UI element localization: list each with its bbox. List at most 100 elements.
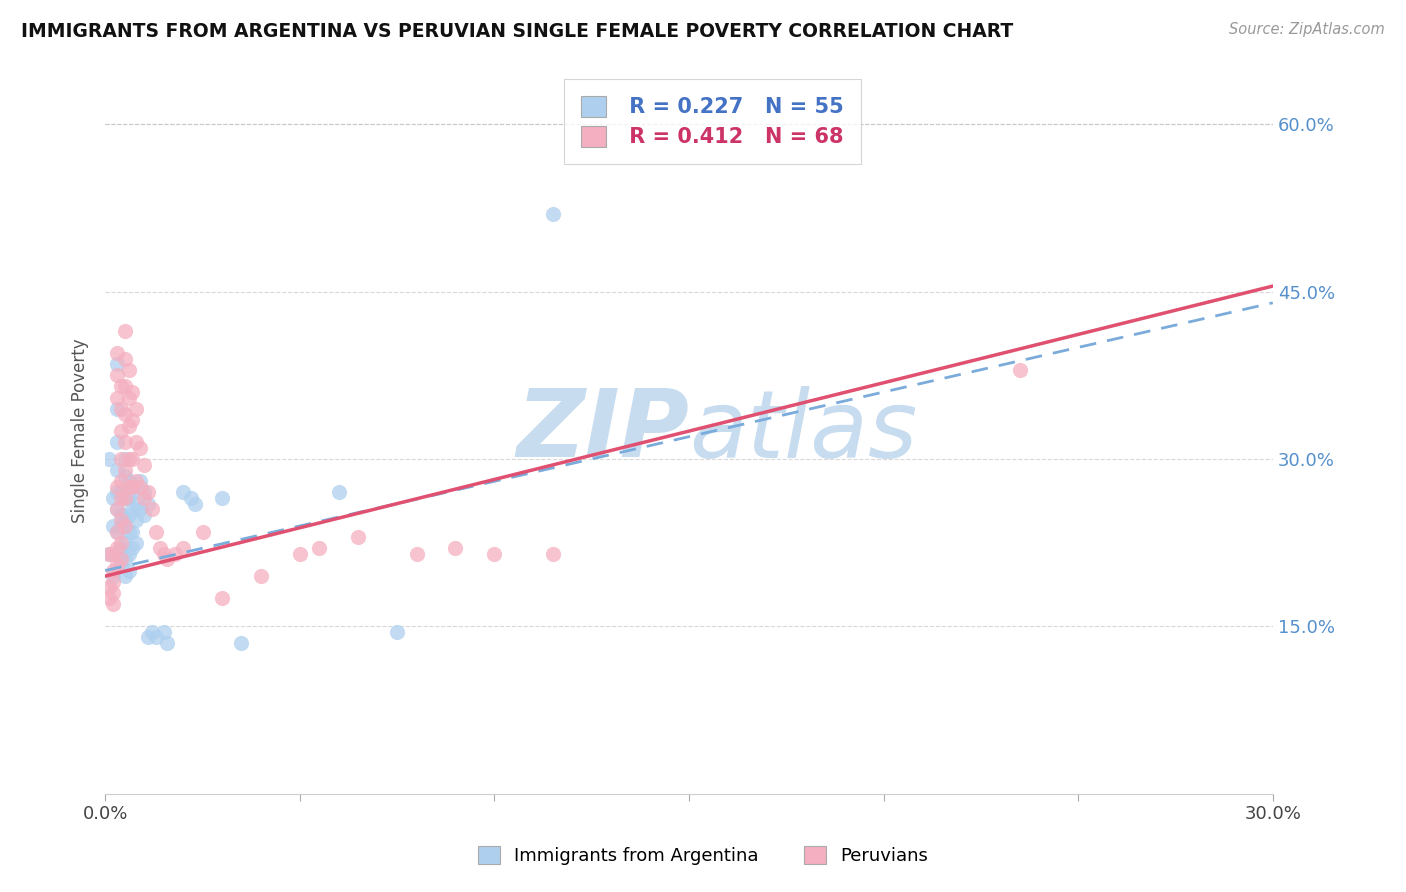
Point [484,547,506,561]
Point [141,502,163,516]
Point [114,569,136,583]
Point [110,535,132,549]
Point [125,475,148,489]
Point [121,541,143,556]
Point [110,485,132,500]
Point [152,624,174,639]
Point [101,569,124,583]
Point [172,541,194,556]
Legend:  R = 0.227   N = 55,  R = 0.412   N = 68: R = 0.227 N = 55, R = 0.412 N = 68 [564,78,860,164]
Point [114,468,136,483]
Point [98,547,121,561]
Point [121,502,143,516]
Point [114,519,136,533]
Point [117,480,139,494]
Point [156,552,179,566]
Point [114,491,136,505]
Point [110,475,132,489]
Point [105,435,128,450]
Point [191,524,214,539]
Point [129,441,152,455]
Point [110,541,132,556]
Point [121,385,143,400]
Point [105,391,128,405]
Point [114,552,136,566]
Point [101,519,124,533]
Point [114,452,136,467]
Point [145,524,167,539]
Point [101,491,124,505]
Point [105,346,128,360]
Point [541,206,564,220]
Point [114,324,136,338]
Point [105,524,128,539]
Point [110,379,132,393]
Point [541,547,564,561]
Point [308,541,330,556]
Point [114,351,136,366]
Point [101,564,124,578]
Point [101,547,124,561]
Point [183,497,205,511]
Point [110,491,132,505]
Point [134,458,156,472]
Point [101,597,124,611]
Point [98,547,121,561]
Point [328,485,350,500]
Point [121,452,143,467]
Text: Source: ZipAtlas.com: Source: ZipAtlas.com [1229,22,1385,37]
Point [101,586,124,600]
Point [121,413,143,427]
Point [288,547,311,561]
Point [98,580,121,594]
Point [117,452,139,467]
Point [117,475,139,489]
Point [105,401,128,416]
Point [125,401,148,416]
Point [1008,363,1031,377]
Point [444,541,467,556]
Point [211,591,233,606]
Point [117,508,139,522]
Point [114,435,136,450]
Point [117,491,139,505]
Point [105,558,128,572]
Point [114,513,136,527]
Point [114,408,136,422]
Point [98,591,121,606]
Point [105,480,128,494]
Point [405,547,427,561]
Point [136,631,159,645]
Point [114,463,136,477]
Point [134,491,156,505]
Point [117,547,139,561]
Text: IMMIGRANTS FROM ARGENTINA VS PERUVIAN SINGLE FEMALE POVERTY CORRELATION CHART: IMMIGRANTS FROM ARGENTINA VS PERUVIAN SI… [21,22,1014,41]
Point [165,547,187,561]
Point [110,558,132,572]
Point [180,491,202,505]
Point [211,491,233,505]
Point [117,391,139,405]
Point [110,519,132,533]
Point [121,480,143,494]
Point [101,574,124,589]
Point [129,475,152,489]
Point [156,636,179,650]
Point [136,497,159,511]
Point [110,401,132,416]
Point [347,530,370,544]
Point [129,480,152,494]
Point [105,502,128,516]
Point [136,485,159,500]
Point [98,452,121,467]
Point [141,624,163,639]
Point [110,513,132,527]
Point [121,485,143,500]
Point [117,363,139,377]
Text: ZIP: ZIP [516,385,689,477]
Point [105,502,128,516]
Point [125,497,148,511]
Point [105,541,128,556]
Point [152,547,174,561]
Point [114,379,136,393]
